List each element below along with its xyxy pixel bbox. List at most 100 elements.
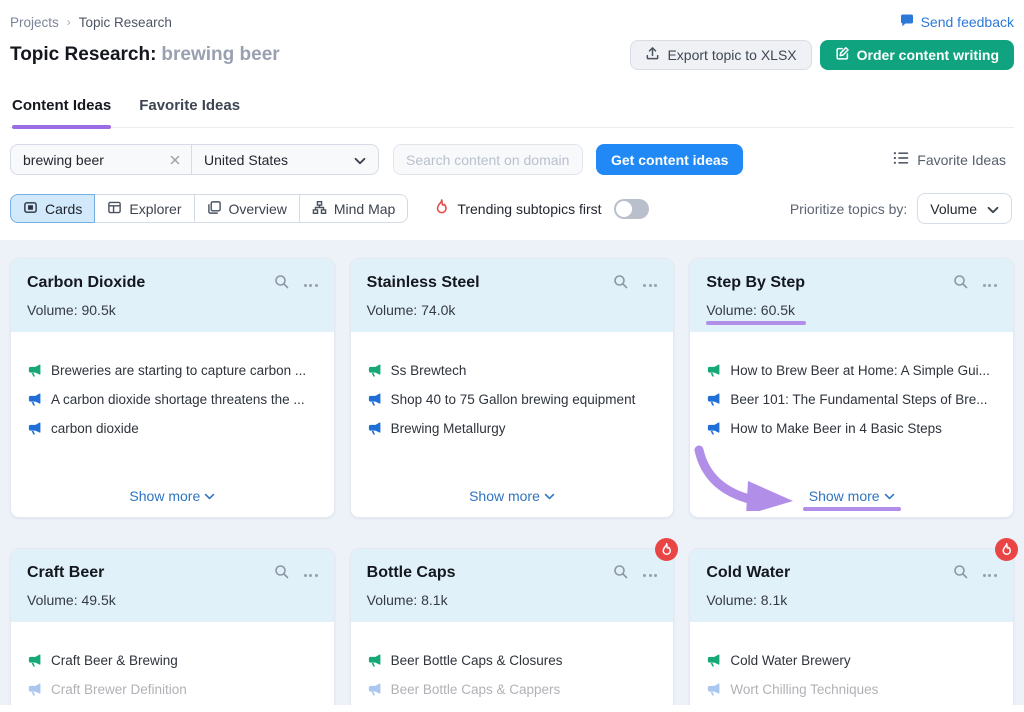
megaphone-icon — [708, 683, 720, 696]
card-volume: Volume: 49.5k — [27, 592, 116, 608]
view-mind-map-label: Mind Map — [333, 200, 396, 217]
chevron-down-icon — [884, 493, 894, 499]
annotation-underline-volume — [706, 321, 807, 325]
view-explorer[interactable]: Explorer — [94, 194, 195, 223]
content-idea-item[interactable]: Craft Beer & Brewing — [27, 646, 318, 675]
search-icon[interactable] — [274, 274, 290, 295]
megaphone-icon — [368, 364, 381, 377]
megaphone-icon — [28, 393, 41, 406]
content-idea-item[interactable]: Beer Bottle Caps & Cappers — [367, 675, 658, 704]
trending-flame-badge — [655, 538, 679, 561]
trending-toggle[interactable] — [613, 198, 649, 219]
search-icon[interactable] — [613, 564, 629, 585]
megaphone-icon — [368, 683, 381, 696]
content-idea-item[interactable]: Beer 101: The Fundamental Steps of Bre..… — [706, 385, 997, 414]
megaphone-icon — [368, 393, 381, 406]
card-menu-icon[interactable] — [982, 572, 997, 577]
content-idea-item[interactable]: How to Brew Beer at Home: A Simple Gui..… — [706, 356, 997, 385]
breadcrumb-topic-research[interactable]: Topic Research — [78, 14, 172, 30]
search-icon[interactable] — [274, 564, 290, 585]
search-icon[interactable] — [953, 274, 969, 295]
trending-subtopics-control: Trending subtopics first — [434, 198, 649, 219]
topic-card-stainless-steel: Stainless Steel Volume: 74.0k Ss Brewtec… — [349, 258, 675, 518]
send-feedback-link[interactable]: Send feedback — [899, 13, 1014, 31]
prioritize-label: Prioritize topics by: — [789, 200, 908, 217]
page-title: Topic Research: brewing beer — [10, 44, 280, 66]
content-idea-text: Beer Bottle Caps & Closures — [390, 653, 563, 668]
megaphone-icon — [708, 654, 720, 667]
show-more-link[interactable]: Show more — [11, 488, 334, 504]
tab-content-ideas[interactable]: Content Ideas — [12, 97, 112, 129]
prioritize-select-value: Volume — [930, 200, 977, 217]
content-idea-text: Wort Chilling Techniques — [730, 682, 879, 697]
search-icon[interactable] — [953, 564, 969, 585]
show-more-label: Show more — [129, 488, 201, 504]
country-select-value: United States — [204, 151, 289, 168]
trending-flame-badge — [994, 538, 1018, 561]
card-menu-icon[interactable] — [303, 572, 318, 577]
card-volume: Volume: 74.0k — [366, 302, 456, 318]
show-more-link[interactable]: Show more — [351, 488, 674, 504]
topic-card-carbon-dioxide: Carbon Dioxide Volume: 90.5k Breweries a… — [10, 258, 335, 518]
order-content-writing-button[interactable]: Order content writing — [819, 40, 1014, 70]
page-header: Projects › Topic Research Send feedback … — [0, 0, 1024, 129]
topic-card-cold-water: Cold Water Volume: 8.1k Cold Water Brewe… — [689, 538, 1018, 705]
chevron-down-icon — [205, 493, 215, 499]
view-overview-label: Overview — [228, 200, 287, 217]
content-idea-item[interactable]: A carbon dioxide shortage threatens the … — [27, 385, 318, 414]
megaphone-icon — [368, 422, 381, 435]
breadcrumb-projects[interactable]: Projects — [10, 14, 59, 30]
content-idea-text: carbon dioxide — [51, 421, 139, 436]
prioritize-select[interactable]: Volume — [917, 193, 1012, 224]
content-idea-item[interactable]: Breweries are starting to capture carbon… — [27, 356, 318, 385]
domain-search-input[interactable] — [393, 144, 583, 175]
card-menu-icon[interactable] — [982, 282, 997, 287]
content-idea-item[interactable]: Shop 40 to 75 Gallon brewing equipment — [367, 385, 658, 414]
megaphone-icon — [28, 654, 41, 667]
get-content-ideas-button[interactable]: Get content ideas — [596, 144, 744, 175]
chevron-down-icon — [354, 152, 366, 168]
content-idea-item[interactable]: Wort Chilling Techniques — [706, 675, 997, 704]
topic-query-input[interactable] — [11, 151, 167, 168]
show-more-label: Show more — [808, 488, 880, 504]
view-overview[interactable]: Overview — [193, 194, 300, 223]
country-select[interactable]: United States — [192, 145, 378, 174]
card-volume: Volume: 8.1k — [706, 592, 788, 608]
content-idea-text: How to Make Beer in 4 Basic Steps — [730, 421, 942, 436]
mind-map-view-icon — [312, 200, 327, 218]
content-idea-item[interactable]: carbon dioxide — [27, 414, 318, 443]
export-button-label: Export topic to XLSX — [667, 47, 797, 63]
favorite-ideas-label: Favorite Ideas — [917, 151, 1006, 168]
content-idea-item[interactable]: Brewing Metallurgy — [367, 414, 658, 443]
content-idea-text: Shop 40 to 75 Gallon brewing equipment — [390, 392, 636, 407]
show-more-label: Show more — [469, 488, 540, 504]
page-title-query: brewing beer — [161, 44, 280, 65]
card-menu-icon[interactable] — [643, 572, 658, 577]
content-idea-item[interactable]: How to Make Beer in 4 Basic Steps — [706, 414, 997, 443]
main-tabs: Content Ideas Favorite Ideas — [10, 97, 1014, 129]
content-idea-item[interactable]: Cold Water Brewery — [706, 646, 997, 675]
chevron-right-icon: › — [66, 15, 71, 29]
view-cards[interactable]: Cards — [10, 194, 96, 223]
cards-view-icon — [23, 200, 38, 218]
send-feedback-label: Send feedback — [920, 14, 1014, 30]
clear-query-icon[interactable] — [167, 154, 191, 166]
topic-card-step-by-step: Step By Step Volume: 60.5k How to Brew B… — [689, 258, 1014, 518]
export-topic-button[interactable]: Export topic to XLSX — [630, 40, 812, 70]
chevron-down-icon — [544, 493, 555, 499]
tab-favorite-ideas[interactable]: Favorite Ideas — [139, 97, 241, 114]
content-idea-item[interactable]: Ss Brewtech — [367, 356, 658, 385]
content-idea-item[interactable]: Craft Brewer Definition — [27, 675, 318, 704]
search-icon[interactable] — [613, 274, 629, 295]
card-menu-icon[interactable] — [303, 282, 318, 287]
favorite-ideas-link[interactable]: Favorite Ideas — [893, 151, 1014, 168]
content-idea-item[interactable]: Beer Bottle Caps & Closures — [367, 646, 658, 675]
view-explorer-label: Explorer — [129, 200, 182, 217]
card-menu-icon[interactable] — [643, 282, 658, 287]
megaphone-icon — [368, 654, 381, 667]
view-switcher: Cards Explorer Overview Mind Map — [10, 194, 409, 223]
view-mind-map[interactable]: Mind Map — [298, 194, 409, 223]
prioritize-control: Prioritize topics by: Volume — [790, 193, 1014, 224]
show-more-link[interactable]: Show more — [690, 488, 1013, 504]
divider — [191, 145, 192, 174]
